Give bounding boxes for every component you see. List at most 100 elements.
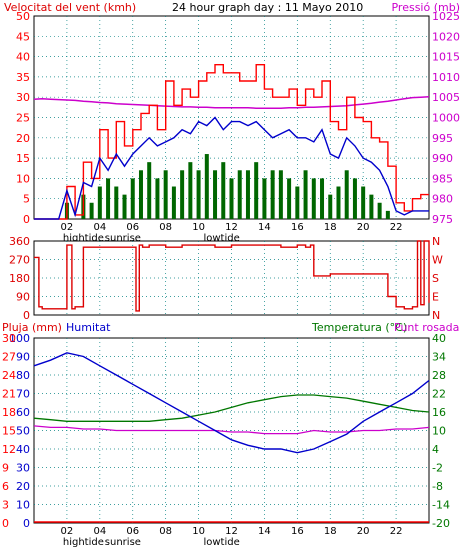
y-tick-label-right: -2 — [432, 462, 443, 475]
y-tick-label-right: 22 — [432, 388, 446, 401]
temperature-label: Temperatura (°C) — [311, 321, 407, 334]
y-tick-label-right: S — [432, 272, 439, 285]
hour-tick-label: 02 — [61, 526, 74, 537]
hour-tick-label: 06 — [126, 526, 139, 537]
hour-tick-label: 10 — [192, 526, 205, 537]
rain-label: Pluja (mm) — [2, 321, 62, 334]
wind-bar — [106, 178, 111, 219]
y-tick-label-right: 1025 — [432, 10, 460, 23]
y-tick-label-right: -14 — [432, 499, 450, 512]
y-tick-label-left: 80 — [16, 369, 30, 382]
wind-bar — [171, 186, 176, 219]
wind-bar — [188, 162, 193, 219]
y-tick-label-rain: 12 — [2, 443, 16, 456]
y-tick-label-rain: 3 — [2, 499, 9, 512]
wind-bars — [64, 154, 390, 219]
y-tick-label-right: E — [432, 291, 439, 304]
y-tick-label-rain: 30 — [2, 332, 16, 345]
hour-tick-label: 20 — [357, 526, 370, 537]
tide-annotation: lowtide — [203, 233, 239, 244]
hour-tick-label: 08 — [159, 526, 172, 537]
y-tick-label-right: 16 — [432, 406, 446, 419]
hour-tick-label: 14 — [258, 526, 271, 537]
dew-label: Punt rosada — [394, 321, 459, 334]
chart-title: 24 hour graph day : 11 Mayo 2010 — [172, 1, 363, 14]
wind-bar — [254, 162, 259, 219]
y-tick-label-right: W — [432, 254, 443, 267]
wind-bar — [287, 178, 292, 219]
hour-tick-label: 08 — [159, 222, 172, 233]
y-tick-label-rain: 0 — [2, 517, 9, 530]
wind-bar — [328, 194, 333, 219]
wind-bar — [155, 178, 160, 219]
tide-annotation: hightide — [63, 537, 104, 548]
y-tick-label-left: 50 — [16, 425, 30, 438]
y-tick-label-right: 995 — [432, 132, 453, 145]
y-tick-label-left: 50 — [16, 10, 30, 23]
y-tick-label-left: 10 — [16, 172, 30, 185]
wind-bar — [352, 178, 357, 219]
wind-bar — [196, 170, 201, 219]
dew-point-line — [33, 425, 430, 435]
humidity-line — [33, 352, 430, 454]
y-tick-label-left: 25 — [16, 112, 30, 125]
y-tick-label-right: 40 — [432, 332, 446, 345]
y-tick-label-left: 5 — [23, 193, 30, 206]
y-tick-label-left: 70 — [16, 388, 30, 401]
wind-bar — [89, 202, 94, 219]
tide-annotation: hightide — [63, 233, 104, 244]
hour-tick-label: 10 — [192, 222, 205, 233]
y-tick-label-left: 90 — [16, 291, 30, 304]
wind-bar — [361, 186, 366, 219]
wind-bar — [180, 170, 185, 219]
tide-annotation: sunrise — [105, 233, 141, 244]
wind-bar — [303, 170, 308, 219]
wind-bar — [147, 162, 152, 219]
y-tick-label-right: 1015 — [432, 51, 460, 64]
direction-panel-grid — [34, 241, 429, 315]
y-tick-label-left: 30 — [16, 462, 30, 475]
wind-bar — [377, 202, 382, 219]
wind-speed-line — [34, 63, 429, 220]
y-tick-label-left: 35 — [16, 71, 30, 84]
y-tick-label-left: 40 — [16, 51, 30, 64]
temperature-line — [33, 394, 430, 422]
hour-tick-label: 12 — [225, 526, 238, 537]
hour-tick-label: 16 — [291, 222, 304, 233]
y-tick-label-right: 10 — [432, 425, 446, 438]
y-tick-label-right: 1000 — [432, 112, 460, 125]
y-tick-label-left: 20 — [16, 132, 30, 145]
y-tick-label-left: 180 — [9, 272, 30, 285]
direction-lines — [34, 240, 430, 312]
y-tick-label-left: 0 — [23, 309, 30, 322]
wind-bar — [204, 154, 209, 219]
wind-bar — [213, 170, 218, 219]
y-tick-label-left: 270 — [9, 254, 30, 267]
y-tick-label-left: 15 — [16, 152, 30, 165]
hour-tick-label: 22 — [390, 222, 403, 233]
y-tick-label-left: 90 — [16, 351, 30, 364]
y-tick-label-rain: 27 — [2, 351, 16, 364]
wind-bar — [311, 178, 316, 219]
wind-bar — [114, 186, 119, 219]
y-tick-label-right: 28 — [432, 369, 446, 382]
y-tick-label-rain: 15 — [2, 425, 16, 438]
wind-bar — [262, 178, 267, 219]
wind-speed-label: Velocitat del vent (kmh) — [4, 1, 136, 14]
wind-bar — [130, 178, 135, 219]
y-tick-label-right: 985 — [432, 172, 453, 185]
y-tick-label-right: 1020 — [432, 30, 460, 43]
y-tick-label-rain: 24 — [2, 369, 16, 382]
wind-bar — [295, 186, 300, 219]
y-tick-label-left: 360 — [9, 235, 30, 248]
wind-bar — [245, 170, 250, 219]
humidity-axis-ticks: 02 04 06 08 10 12 14 16 18 20 22010203040506070809… — [2, 332, 450, 548]
y-tick-label-rain: 9 — [2, 462, 9, 475]
y-tick-label-right: -20 — [432, 517, 450, 530]
wind-bar — [97, 186, 102, 219]
y-tick-label-left: 0 — [23, 517, 30, 530]
hour-tick-label: 16 — [291, 526, 304, 537]
y-tick-label-right: 980 — [432, 193, 453, 206]
